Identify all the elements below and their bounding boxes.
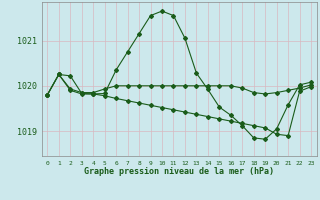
X-axis label: Graphe pression niveau de la mer (hPa): Graphe pression niveau de la mer (hPa) xyxy=(84,167,274,176)
